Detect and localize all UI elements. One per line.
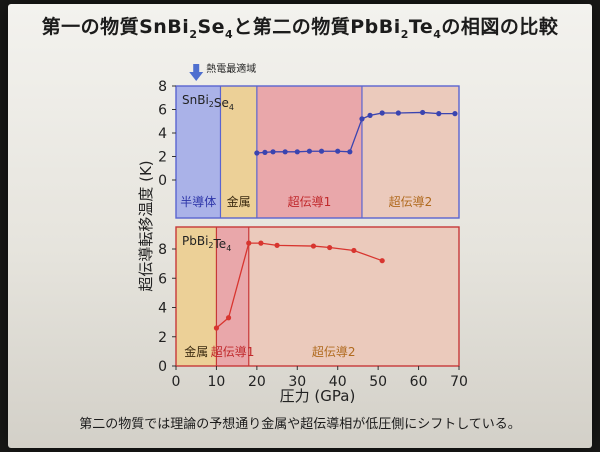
y-axis-label: 超伝導転移温度 (K)	[137, 160, 155, 291]
y-tick-label: 8	[158, 242, 167, 258]
data-point	[452, 111, 458, 117]
data-point	[246, 240, 252, 246]
y-tick-label: 0	[158, 173, 167, 189]
data-point	[306, 148, 313, 154]
x-axis-label: 圧力 (GPa)	[280, 387, 356, 405]
data-point	[310, 243, 317, 249]
x-tick-label: 40	[329, 374, 347, 390]
x-tick-label: 0	[172, 374, 181, 390]
data-point	[379, 110, 385, 116]
top-plot-frame	[175, 85, 460, 219]
slide	[8, 4, 592, 448]
data-point	[274, 242, 280, 248]
phase-label-0: 半導体	[180, 195, 216, 209]
data-point	[262, 149, 268, 155]
x-tick-label: 70	[450, 374, 468, 390]
data-point	[225, 315, 232, 321]
data-point	[347, 149, 353, 155]
x-tick-label: 60	[410, 374, 428, 390]
data-point	[327, 244, 333, 251]
y-tick-label: 6	[158, 103, 167, 119]
data-point	[294, 149, 300, 155]
y-tick-label: 8	[158, 79, 167, 95]
y-tick-label: 6	[158, 271, 167, 287]
y-tick-label: 2	[158, 150, 167, 166]
axes: 0 2 4 6 8 0 2 4 6 8 0 10 20 30 40 50 60 70 圧力 (GPa) 超伝導転移温度…	[137, 79, 468, 405]
arrow-icon-shaft	[193, 64, 200, 73]
x-tick-label: 30	[288, 374, 306, 390]
data-point	[351, 247, 357, 254]
data-point	[270, 149, 276, 155]
phase-region-0	[176, 86, 221, 218]
plot-frame	[175, 226, 460, 367]
phase-label-2: 超伝導1	[288, 194, 332, 209]
data-point	[282, 149, 288, 155]
series-line-top	[256, 111, 455, 154]
data-point	[213, 325, 220, 331]
y-tick-label: 4	[158, 301, 167, 317]
data-point	[359, 116, 365, 122]
data-point	[335, 148, 341, 154]
data-point	[367, 112, 373, 118]
y-tick-label: 4	[158, 126, 167, 142]
plot-frame	[175, 85, 460, 219]
phase-label-3: 超伝導2	[389, 194, 433, 209]
phase-label-1: 超伝導1	[211, 344, 255, 359]
phase-label-extra-0: 超伝導2	[312, 344, 356, 359]
data-point	[420, 109, 426, 116]
bottom-phase-regions	[176, 227, 459, 366]
arrow-icon	[189, 72, 204, 81]
x-tick-label: 20	[248, 374, 266, 390]
x-tick-label: 50	[369, 374, 387, 390]
phase-region-3	[361, 86, 459, 218]
optimal-thermo-annotation: 熱電最適域	[189, 62, 256, 81]
material-label: PbBi2Te4	[182, 234, 231, 253]
material-label: SnBi2Se4	[182, 93, 234, 112]
phase-region-0	[176, 227, 217, 366]
phase-label-1: 金属	[227, 194, 251, 209]
slide-caption: 第二の物質では理論の予想通り金属や超伝導相が低圧側にシフトしている。	[79, 417, 521, 432]
data-point	[379, 258, 385, 264]
phase-region-1	[216, 227, 249, 366]
data-point	[318, 148, 325, 154]
phase-region-1	[220, 86, 257, 218]
bottom-plot-frame	[175, 226, 460, 367]
y-tick-label: 2	[158, 330, 167, 346]
phase-label-0: 金属	[184, 344, 208, 359]
slide-title: 第一の物質SnBi2Se4と第二の物質PbBi2Te4の相図の比較	[41, 16, 559, 41]
y-tick-label: 0	[158, 359, 167, 375]
data-point	[395, 110, 401, 116]
x-tick-label: 10	[208, 374, 226, 390]
data-marks	[213, 109, 458, 331]
data-point	[254, 150, 260, 156]
data-point	[258, 240, 264, 246]
data-point	[436, 111, 442, 117]
annotation-label: 熱電最適域	[206, 62, 256, 75]
